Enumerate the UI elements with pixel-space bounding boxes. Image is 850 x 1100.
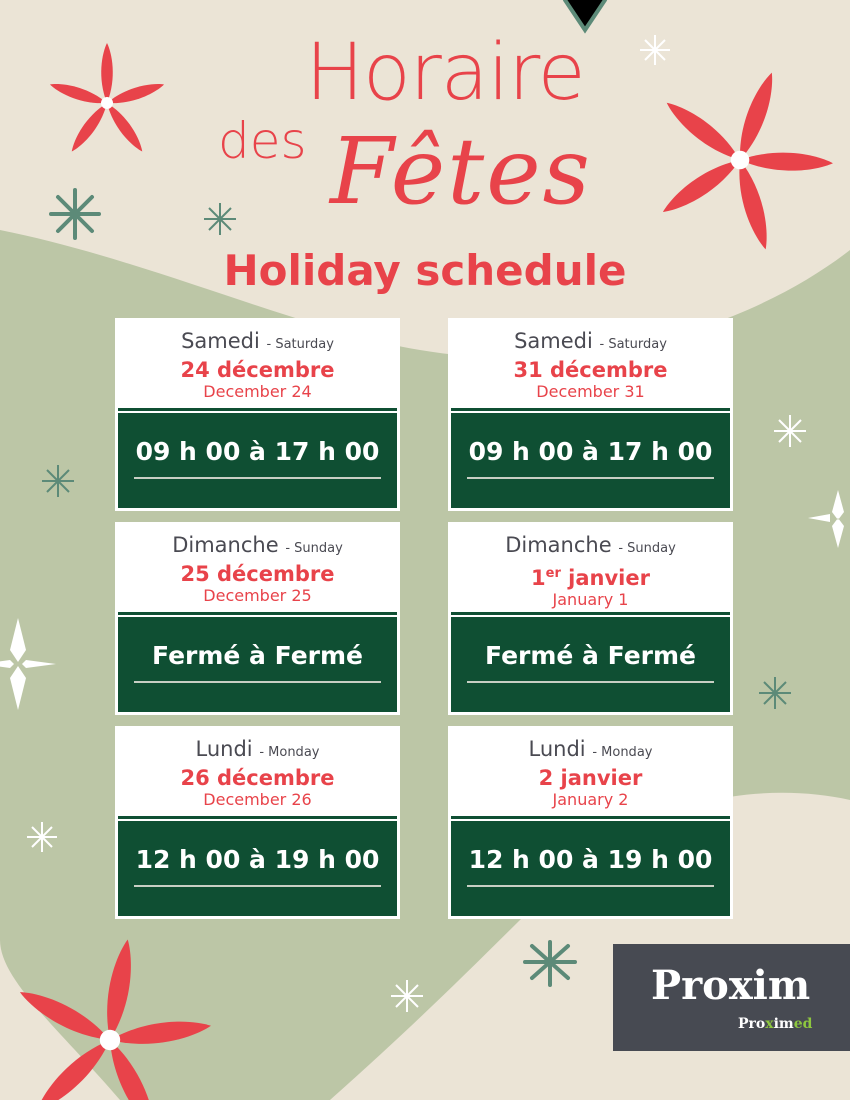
title-des: des <box>218 112 307 170</box>
divider <box>134 477 381 479</box>
date-fr: 31 décembre <box>513 358 668 382</box>
date-en: December 26 <box>203 790 312 809</box>
day-name: Samedi - Saturday <box>181 329 334 353</box>
schedule-card: Samedi - Saturday 31 décembre December 3… <box>448 318 733 511</box>
date-fr: 24 décembre <box>180 358 335 382</box>
date-fr: 25 décembre <box>180 562 335 586</box>
hours: 12 h 00 à 19 h 00 <box>135 845 380 874</box>
star-icon <box>49 0 607 987</box>
title-holiday-schedule: Holiday schedule <box>223 246 627 295</box>
title-fetes: Fêtes <box>330 118 592 225</box>
date-en: January 2 <box>552 790 629 809</box>
hours-panel: 09 h 00 à 17 h 00 <box>451 411 730 508</box>
title-horaire: Horaire <box>305 28 585 118</box>
day-name: Lundi - Monday <box>528 737 653 761</box>
sparkle-icon <box>27 35 806 1012</box>
snowflake-icon <box>0 490 844 710</box>
divider <box>467 477 714 479</box>
day-name: Dimanche - Sunday <box>172 533 343 557</box>
date-fr: 26 décembre <box>180 766 335 790</box>
date-fr: 1er janvier <box>531 566 650 590</box>
schedule-card: Dimanche - Sunday 1er janvier January 1 … <box>448 522 733 715</box>
date-en: January 1 <box>552 590 629 609</box>
logo-brand: Proxim <box>651 962 811 1009</box>
hours: 09 h 00 à 17 h 00 <box>468 437 713 466</box>
day-name: Samedi - Saturday <box>514 329 667 353</box>
hours-panel: 09 h 00 à 17 h 00 <box>118 411 397 508</box>
day-name: Lundi - Monday <box>195 737 320 761</box>
date-en: December 25 <box>203 586 312 605</box>
date-en: December 24 <box>203 382 312 401</box>
schedule-card: Samedi - Saturday 24 décembre December 2… <box>115 318 400 511</box>
divider <box>134 681 381 683</box>
hours: 09 h 00 à 17 h 00 <box>135 437 380 466</box>
logo-proximed: Proximed <box>738 1016 813 1032</box>
hours-panel: Fermé à Fermé <box>118 615 397 712</box>
hours-panel: Fermé à Fermé <box>451 615 730 712</box>
divider <box>134 885 381 887</box>
day-name: Dimanche - Sunday <box>505 533 676 557</box>
poinsettia-icon <box>49 43 165 152</box>
hours-panel: 12 h 00 à 19 h 00 <box>451 819 730 916</box>
divider <box>467 681 714 683</box>
hours-panel: 12 h 00 à 19 h 00 <box>118 819 397 916</box>
hours: Fermé à Fermé <box>485 641 696 670</box>
proxim-logo: Proxim Proximed <box>613 944 850 1051</box>
date-en: December 31 <box>536 382 645 401</box>
date-fr: 2 janvier <box>538 766 643 790</box>
sparkle-icon <box>42 203 791 709</box>
hours: 12 h 00 à 19 h 00 <box>468 845 713 874</box>
divider <box>467 885 714 887</box>
schedule-card: Dimanche - Sunday 25 décembre December 2… <box>115 522 400 715</box>
schedule-card: Lundi - Monday 26 décembre December 26 1… <box>115 726 400 919</box>
hours: Fermé à Fermé <box>152 641 363 670</box>
schedule-card: Lundi - Monday 2 janvier January 2 12 h … <box>448 726 733 919</box>
